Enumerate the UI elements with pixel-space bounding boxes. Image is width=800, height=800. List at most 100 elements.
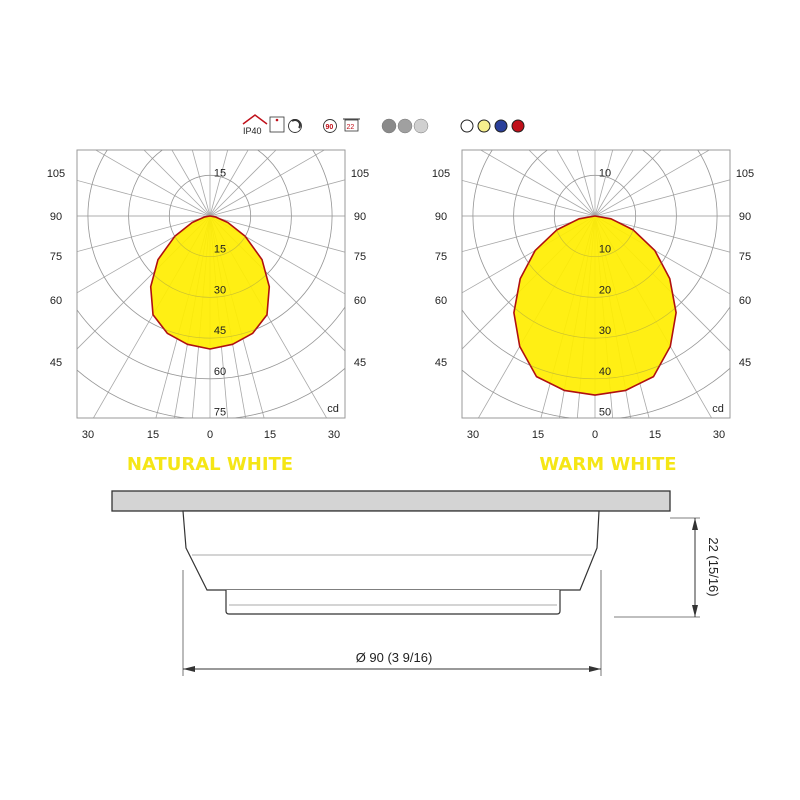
finish-swatch bbox=[381, 118, 397, 134]
grid-spoke bbox=[594, 179, 730, 217]
angle-label-left: 75 bbox=[435, 251, 447, 263]
color-options bbox=[460, 119, 525, 133]
ring-label: 30 bbox=[599, 325, 611, 337]
grid-ring bbox=[513, 150, 677, 298]
polar-chart-natural-white: 15 30 45 60 75 15 105 105 90 90 75 75 60 60 45 45 30 15 0 1… bbox=[47, 149, 369, 441]
ceiling-mount-icon bbox=[269, 116, 285, 133]
axis-tick-label: 30 bbox=[328, 429, 340, 441]
angle-label-right: 60 bbox=[739, 295, 751, 307]
grid-spoke bbox=[77, 179, 211, 217]
ring-label-upper: 10 bbox=[599, 167, 611, 179]
grid-ring bbox=[168, 174, 252, 258]
axis-tick-label: 15 bbox=[532, 429, 544, 441]
angle-label-left: 45 bbox=[50, 357, 62, 369]
angle-label-left: 75 bbox=[50, 251, 62, 263]
ring-label: 10 bbox=[599, 244, 611, 256]
grid-overlay bbox=[77, 150, 345, 418]
grid-ring bbox=[553, 174, 637, 258]
grid-spoke bbox=[191, 150, 211, 217]
grid-overlay bbox=[462, 150, 730, 418]
grid-ring bbox=[472, 150, 718, 339]
chart-frame bbox=[76, 149, 346, 419]
grid-ring bbox=[128, 150, 292, 298]
ring-label: 20 bbox=[599, 284, 611, 296]
angle-label-right: 105 bbox=[736, 168, 754, 180]
ring-label: 15 bbox=[214, 244, 226, 256]
grid-ring bbox=[462, 306, 730, 380]
grid-spoke bbox=[462, 215, 596, 253]
grid-spoke bbox=[209, 150, 326, 217]
grid-spoke bbox=[209, 215, 345, 253]
grid-spoke bbox=[594, 150, 634, 217]
finish-swatch bbox=[413, 118, 429, 134]
ring-label: 30 bbox=[214, 284, 226, 296]
chart-frame bbox=[461, 149, 731, 419]
svg-text:22: 22 bbox=[347, 124, 355, 131]
axis-tick-label: 0 bbox=[592, 429, 598, 441]
grid-spoke bbox=[171, 150, 211, 217]
axis-tick-label: 0 bbox=[207, 429, 213, 441]
angle-label-right: 90 bbox=[739, 211, 751, 223]
grid-spoke bbox=[209, 150, 249, 217]
axis-tick-label: 15 bbox=[264, 429, 276, 441]
polar-chart-warm-white: 10 20 30 40 50 10 105 105 90 90 75 75 60 60 45 45 30 15 0 1… bbox=[432, 149, 754, 441]
grid-spoke bbox=[94, 150, 211, 217]
color-option bbox=[494, 119, 508, 133]
height-label: 22 (15/16) bbox=[706, 537, 721, 596]
grid-spoke bbox=[209, 150, 277, 217]
angle-label-left: 105 bbox=[432, 168, 450, 180]
axis-tick-label: 30 bbox=[82, 429, 94, 441]
angle-label-left: 105 bbox=[47, 168, 65, 180]
svg-text:IP40: IP40 bbox=[243, 126, 262, 136]
diameter-label: Ø 90 (3 9/16) bbox=[356, 650, 433, 665]
angle-label-right: 45 bbox=[354, 357, 366, 369]
chart-title-natural-white: NATURAL WHITE bbox=[127, 454, 293, 475]
color-option bbox=[511, 119, 525, 133]
grid-spoke bbox=[209, 179, 345, 217]
grid-spoke bbox=[462, 179, 596, 217]
fixture-trim-plate bbox=[111, 490, 671, 512]
angle-label-right: 75 bbox=[354, 251, 366, 263]
feature-icons: IP40 90 22 bbox=[242, 114, 525, 136]
grid-spoke bbox=[209, 215, 345, 295]
angle-label-left: 60 bbox=[435, 295, 447, 307]
dimmable-icon bbox=[288, 119, 302, 133]
fixture-lens bbox=[225, 590, 561, 615]
angle-label-right: 60 bbox=[354, 295, 366, 307]
fixture-body bbox=[182, 510, 600, 591]
color-option bbox=[460, 119, 474, 133]
ring-label: 40 bbox=[599, 366, 611, 378]
recess-depth-icon: 22 bbox=[343, 118, 360, 132]
angle-label-left: 90 bbox=[435, 211, 447, 223]
ring-label: 75 bbox=[214, 407, 226, 419]
grid-spoke bbox=[479, 150, 596, 217]
grid-spoke bbox=[594, 150, 662, 217]
grid-spoke bbox=[556, 150, 596, 217]
grid-spoke bbox=[594, 150, 711, 217]
grid-spoke bbox=[77, 215, 211, 294]
grid-spoke bbox=[77, 215, 211, 253]
grid-spoke bbox=[594, 215, 730, 253]
finish-swatch bbox=[397, 118, 413, 134]
unit-label: cd bbox=[327, 403, 339, 415]
axis-tick-label: 15 bbox=[649, 429, 661, 441]
ip40-house-icon: IP40 bbox=[242, 114, 268, 136]
cutout-diameter-icon: 90 bbox=[323, 119, 337, 133]
grid-ring bbox=[87, 150, 333, 339]
intensity-curve bbox=[149, 215, 271, 350]
angle-label-left: 60 bbox=[50, 295, 62, 307]
angle-label-right: 45 bbox=[739, 357, 751, 369]
intensity-curve bbox=[513, 215, 677, 396]
angle-label-right: 105 bbox=[351, 168, 369, 180]
angle-label-left: 45 bbox=[435, 357, 447, 369]
grid-spoke bbox=[594, 150, 614, 217]
grid-spoke bbox=[209, 150, 229, 217]
angle-label-left: 90 bbox=[50, 211, 62, 223]
unit-label: cd bbox=[712, 403, 724, 415]
grid-spoke bbox=[143, 150, 211, 217]
axis-tick-label: 30 bbox=[467, 429, 479, 441]
finish-swatches bbox=[381, 118, 429, 134]
svg-text:90: 90 bbox=[326, 124, 334, 131]
axis-tick-label: 15 bbox=[147, 429, 159, 441]
